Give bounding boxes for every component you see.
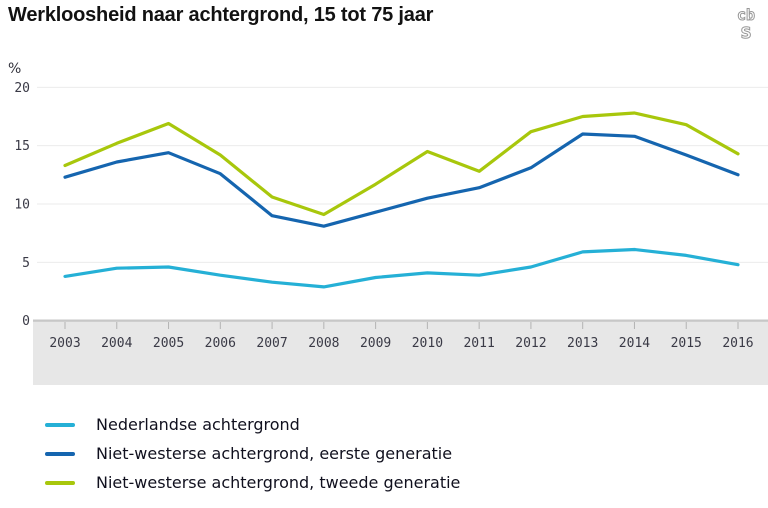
chart-legend: Nederlandse achtergrond Niet-westerse ac… xyxy=(45,410,460,497)
legend-line-swatch-cyan xyxy=(45,422,75,427)
y-tick-label: 15 xyxy=(14,139,30,154)
x-axis-band xyxy=(33,322,768,385)
x-tick-label: 2010 xyxy=(412,336,443,351)
x-tick-label: 2004 xyxy=(101,336,132,351)
chart-title: Werkloosheid naar achtergrond, 15 tot 75… xyxy=(8,4,434,26)
legend-label: Niet-westerse achtergrond, tweede genera… xyxy=(96,473,461,492)
series-line-2 xyxy=(63,111,740,217)
x-tick-label: 2009 xyxy=(360,336,391,351)
legend-label: Niet-westerse achtergrond, eerste genera… xyxy=(96,444,453,463)
legend-item-nederlandse-achtergrond: Nederlandse achtergrond xyxy=(45,410,460,439)
legend-item-tweede-generatie: Niet-westerse achtergrond, tweede genera… xyxy=(45,468,460,497)
y-tick-label: 5 xyxy=(22,256,30,271)
y-tick-label: 0 xyxy=(22,314,30,329)
x-tick-label: 2014 xyxy=(619,336,650,351)
cbs-logo-top-text: cb xyxy=(737,6,755,24)
cbs-logo: cb s xyxy=(736,6,755,44)
y-axis-unit-label: % xyxy=(8,61,21,77)
legend-line-swatch-green xyxy=(45,480,75,485)
y-tick-label: 20 xyxy=(14,81,30,96)
x-tick-label: 2013 xyxy=(567,336,598,351)
legend-label: Nederlandse achtergrond xyxy=(96,415,300,434)
x-tick-label: 2011 xyxy=(463,336,494,351)
x-tick-label: 2005 xyxy=(153,336,184,351)
line-chart-area: 0 5 10 15 20% 2003 2004 2005 2006 2007 2008 2009 201… xyxy=(8,61,768,385)
x-tick-label: 2012 xyxy=(515,336,546,351)
x-tick-label: 2007 xyxy=(256,336,287,351)
series-line-0 xyxy=(63,247,740,289)
x-tick-label: 2003 xyxy=(49,336,80,351)
x-tick-label: 2006 xyxy=(205,336,236,351)
y-tick-label: 10 xyxy=(14,198,30,213)
legend-item-eerste-generatie: Niet-westerse achtergrond, eerste genera… xyxy=(45,439,460,468)
cbs-logo-bottom-text: s xyxy=(740,19,752,43)
series-line-1 xyxy=(63,132,740,228)
x-tick-label: 2016 xyxy=(722,336,753,351)
x-tick-label: 2008 xyxy=(308,336,339,351)
legend-line-swatch-darkblue xyxy=(45,451,75,456)
x-tick-label: 2015 xyxy=(671,336,702,351)
